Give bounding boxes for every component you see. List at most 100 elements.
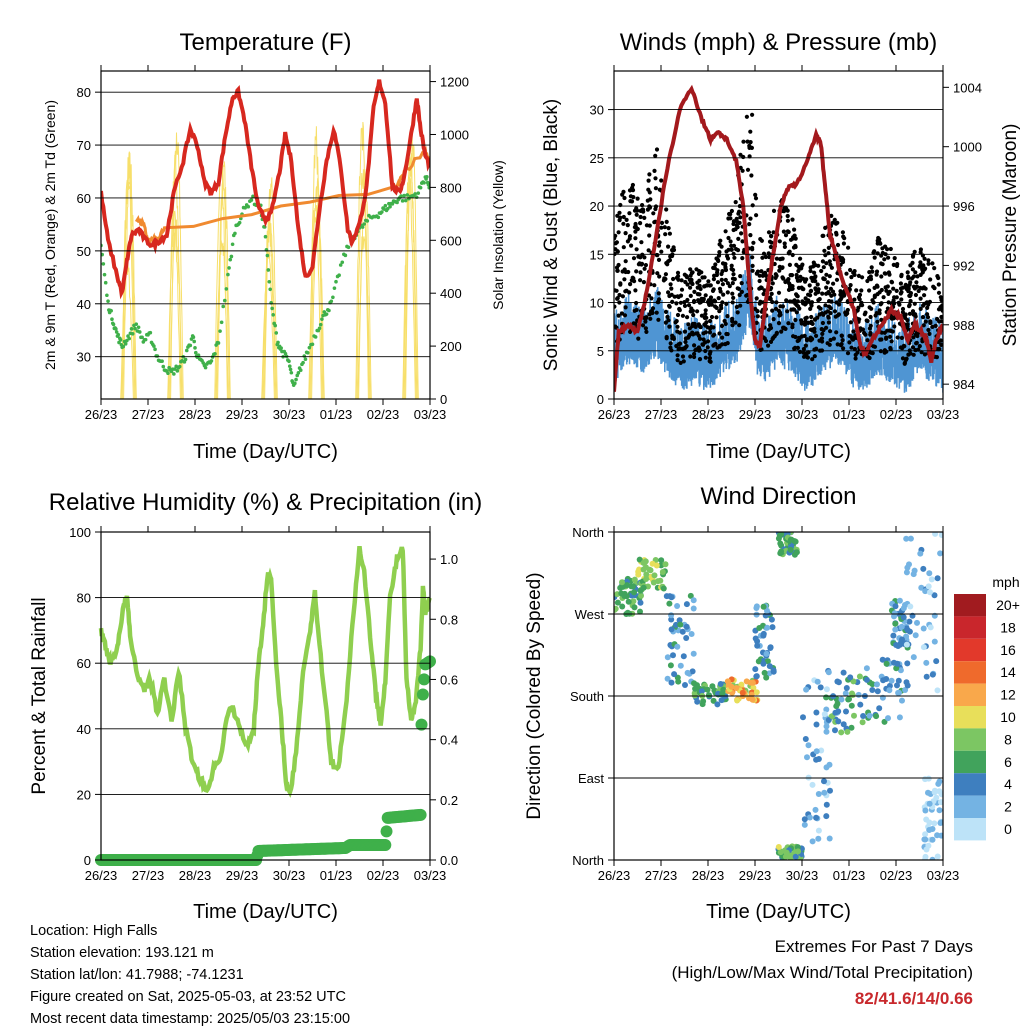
direction-point-448 [825,669,832,676]
gust-point-604 [728,212,733,217]
gust-point-710 [710,288,716,293]
gust-point-883 [790,252,795,258]
dewpoint-point-147 [266,268,271,272]
gust-point-1385 [790,325,795,330]
dewpoint-point-39 [137,330,142,334]
gust-point-1367 [701,298,706,303]
gust-point-918 [798,274,803,279]
gust-point-1278 [657,274,662,279]
gust-point-1388 [889,280,895,285]
direction-point-503 [906,618,913,625]
direction-point-613 [929,836,936,843]
gust-point-1076 [719,306,724,311]
gust-point-328 [719,244,724,249]
direction-point-569 [907,535,914,542]
gust-point-692 [799,321,804,326]
gust-point-598 [663,232,668,237]
colorbar-label-9: 2 [1004,799,1012,815]
gust-point-789 [621,221,626,226]
plot-area-0 [101,79,430,399]
rainfall-point-243 [380,825,393,838]
gust-point-847 [643,316,648,321]
gust-point-874 [908,298,913,304]
y-tick-label-3-3: West [575,607,605,622]
gust-point-639 [688,273,693,278]
gust-point-16 [739,281,744,286]
direction-point-406 [838,729,845,736]
direction-point-82 [651,572,658,579]
gust-point-1004 [899,297,904,302]
gust-point-727 [879,317,884,322]
x-tick-label-1-4: 30/23 [786,407,819,422]
direction-point-27 [619,603,626,610]
gust-point-1219 [688,293,693,298]
dewpoint-point-151 [270,306,274,311]
x-tick-label-1-0: 26/23 [598,407,631,422]
gust-point-100 [695,309,700,314]
direction-point-516 [892,603,899,610]
dewpoint-point-195 [318,322,323,327]
gust-point-1191 [927,299,933,304]
gust-point-448 [718,238,723,243]
gust-point-556 [638,270,643,275]
gust-point-1262 [875,292,880,297]
gust-point-1025 [882,330,887,335]
gust-point-752 [886,255,891,260]
direction-point-477 [883,660,890,667]
gust-point-1180 [789,273,795,278]
dewpoint-point-152 [271,313,275,317]
gust-point-1236 [643,263,649,268]
gust-point-1006 [653,176,658,181]
gust-point-445 [677,308,682,313]
gust-point-404 [906,352,911,357]
x-tick-label-0-5: 01/23 [320,407,353,422]
gust-point-619 [808,293,813,298]
gust-point-1399 [829,265,835,270]
direction-point-435 [847,674,854,681]
gust-point-1018 [677,346,682,351]
station-latlon: Station lat/lon: 41.7988; -74.1231 [30,967,244,983]
gust-point-605 [676,277,681,282]
gust-point-846 [615,268,620,273]
direction-point-385 [826,835,833,842]
gust-point-757 [768,339,774,344]
dewpoint-point-269 [422,181,426,185]
gust-point-1359 [675,329,680,334]
y-axis-label-0: 2m & 9m T (Red, Orange) & 2m Td (Green) [42,100,58,370]
dewpoint-point-234 [376,215,381,220]
dewpoint-point-206 [332,286,337,290]
x-tick-label-0-1: 27/23 [132,407,165,422]
gust-point-57 [692,354,697,360]
gust-point-1112 [909,276,915,281]
gust-point-925 [712,273,717,278]
direction-point-97 [673,621,679,628]
gust-point-1156 [827,274,832,279]
gust-point-23 [731,272,736,277]
x-tick-label-1-6: 02/23 [880,407,913,422]
dewpoint-point-194 [317,326,322,331]
dewpoint-point-105 [213,351,217,356]
direction-point-374 [818,747,825,754]
gust-point-1005 [907,311,913,316]
gust-point-442 [675,270,681,275]
direction-point-437 [848,724,855,731]
y2-tick-label-2-2: 0.4 [440,733,458,748]
gust-point-812 [814,287,819,292]
dewpoint-point-246 [390,202,395,206]
direction-point-174 [698,688,705,695]
gust-point-55 [771,317,776,322]
gust-point-172 [812,270,817,275]
gust-point-748 [682,272,687,277]
direction-point-625 [938,832,943,839]
solar-curve-5-3 [358,169,372,399]
direction-point-40 [614,606,618,613]
direction-point-18 [637,599,644,606]
direction-point-473 [874,688,881,695]
direction-point-490 [874,681,880,688]
direction-point-103 [680,653,687,660]
dewpoint-point-157 [276,340,280,345]
colorbar-swatch-10 [954,818,986,841]
gust-point-441 [826,314,831,319]
direction-point-539 [902,602,908,608]
y-tick-label-2-0: 0 [84,853,91,868]
